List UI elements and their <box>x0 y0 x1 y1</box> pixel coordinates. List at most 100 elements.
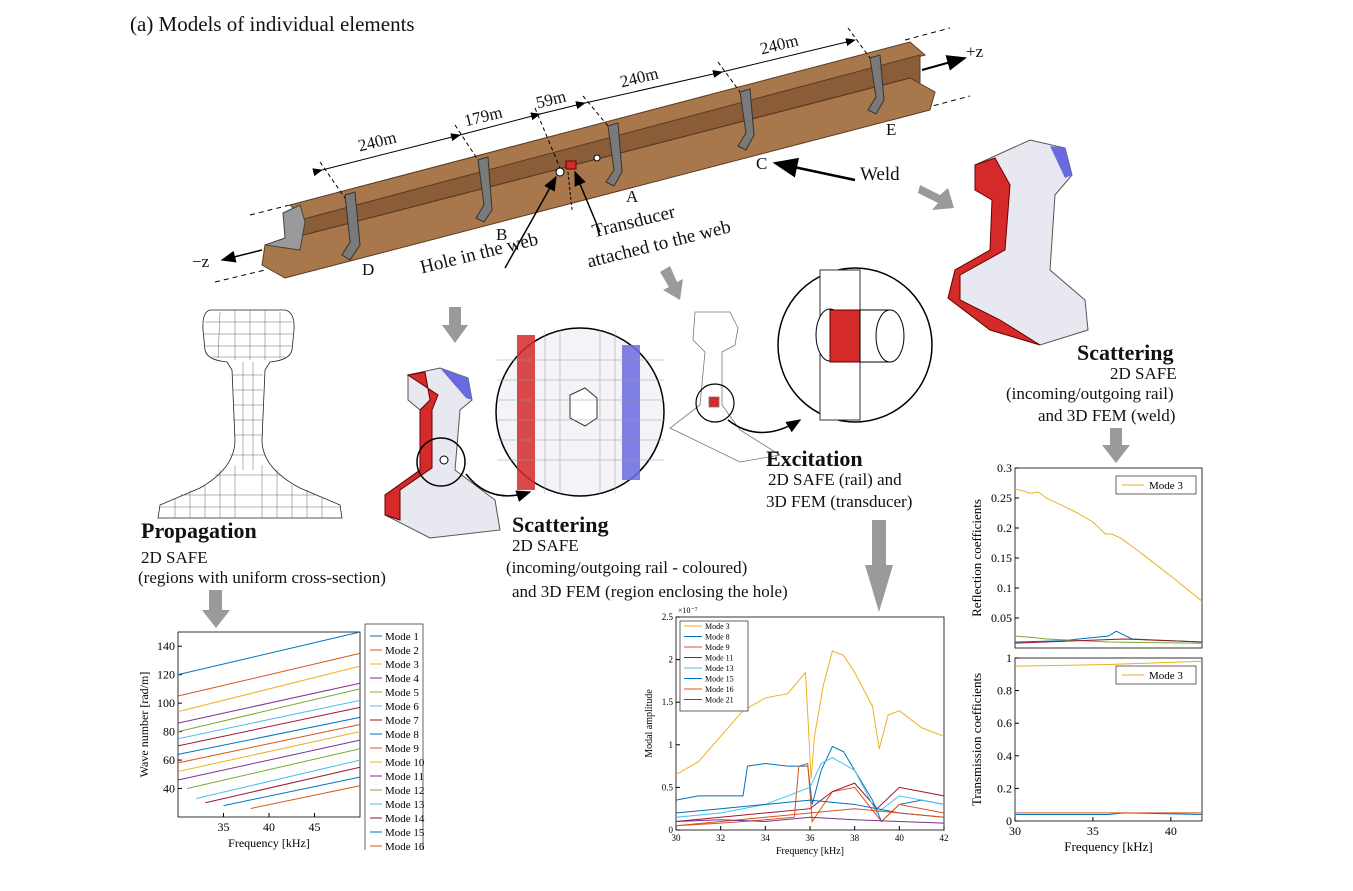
x-axis-label: Frequency [kHz] <box>228 836 310 850</box>
scattering-hole-line3: and 3D FEM (region enclosing the hole) <box>512 582 788 601</box>
series-line <box>178 699 360 740</box>
y-tick-label: 0.4 <box>997 749 1012 763</box>
legend-label: Mode 3 <box>705 622 730 631</box>
weld-a <box>605 122 623 187</box>
y-tick-label: 0.1 <box>997 581 1012 595</box>
dispersion-chart: 35 40 45 40 60 80 100 120 140 Frequency [kHz] Wave… <box>137 623 425 850</box>
y-tick-label: 0.15 <box>991 551 1012 565</box>
legend-box <box>679 620 749 712</box>
y-axis-label: Wave number [rad/m] <box>137 672 151 778</box>
arrow-transducer <box>660 266 683 300</box>
plot-area <box>1014 657 1203 822</box>
series-line <box>178 682 360 724</box>
x-tick-label: 40 <box>895 833 905 843</box>
excitation-line2: 3D FEM (transducer) <box>766 492 913 511</box>
series-line <box>676 782 944 822</box>
series-line <box>1015 660 1202 667</box>
y-tick-label: 0.3 <box>997 461 1012 475</box>
y-tick-label: 0 <box>1006 814 1012 828</box>
legend-label: Mode 9 <box>705 643 730 652</box>
reflection-chart: 0.05 0.1 0.15 0.2 0.25 0.3 Reflection coeffici… <box>969 461 1203 649</box>
propagation-title: Propagation <box>141 518 257 543</box>
series-line <box>178 652 360 697</box>
y-tick-label: 100 <box>157 696 175 710</box>
series-line <box>676 757 944 818</box>
legend-label: Mode 12 <box>385 785 424 797</box>
axis-plus-z: +z <box>966 42 984 61</box>
y-tick-label: 1.5 <box>662 697 674 707</box>
series-line <box>676 808 944 827</box>
x-tick-label: 34 <box>761 833 771 843</box>
x-tick-label: 45 <box>309 820 321 834</box>
arrow-weld <box>918 185 954 210</box>
legend-label: Mode 21 <box>705 696 734 705</box>
legend-label: Mode 13 <box>385 799 425 811</box>
weld-e <box>867 54 885 115</box>
legend-label: Mode 3 <box>385 659 419 671</box>
y-tick-label: 1 <box>669 740 674 750</box>
legend-label: Mode 16 <box>705 685 734 694</box>
y-axis-label: Modal amplitude <box>644 689 655 758</box>
y-axis-label: Transmission coefficients <box>969 673 984 806</box>
x-tick-label: 36 <box>806 833 816 843</box>
series-line <box>196 759 360 799</box>
arrow-hole <box>442 307 468 343</box>
series-line <box>676 762 944 827</box>
scattering-hole-line1: 2D SAFE <box>512 536 579 555</box>
series-line <box>1015 812 1202 815</box>
modal-amplitude-chart: 30 32 34 36 38 40 42 0 0.5 1 1.5 2 2.5 Frequency [kHz… <box>644 606 949 857</box>
y-tick-label: 0 <box>669 825 674 835</box>
series-line <box>1015 638 1202 644</box>
y-axis-label: Reflection coefficients <box>969 499 984 617</box>
x-tick-label: 30 <box>672 833 682 843</box>
x-tick-label: 32 <box>716 833 725 843</box>
figure-title: (a) Models of individual elements <box>130 12 415 36</box>
series-line <box>676 816 944 824</box>
propagation-line2: (regions with uniform cross-section) <box>138 568 386 587</box>
scattering-hole-line2: (incoming/outgoing rail - coloured) <box>506 558 748 577</box>
y-tick-label: 140 <box>157 639 175 653</box>
y-tick-label: 60 <box>163 753 175 767</box>
legend-box <box>1115 475 1197 495</box>
legend-label: Mode 3 <box>1149 480 1183 492</box>
y-tick-label: 0.2 <box>997 781 1012 795</box>
arrow-excitation <box>865 520 893 612</box>
series-line <box>178 665 360 713</box>
legend-label: Mode 2 <box>385 645 419 657</box>
series-line <box>205 766 360 804</box>
legend-box <box>1115 665 1197 685</box>
series-line <box>186 748 360 790</box>
exponent-label: ×10⁻⁷ <box>678 606 698 615</box>
hole-zoom <box>495 327 665 497</box>
transducer-zoom <box>777 267 933 423</box>
transmission-chart: 30 35 40 0 0.2 0.4 0.6 0.8 1 Frequency [kHz] Trans… <box>969 652 1203 854</box>
legend-label: Mode 11 <box>705 654 733 663</box>
propagation-mesh-lines <box>160 310 340 518</box>
scattering-weld-line3: and 3D FEM (weld) <box>1038 406 1176 425</box>
weld-d <box>341 191 361 261</box>
y-tick-label: 1 <box>1006 652 1012 665</box>
propagation-mesh <box>157 309 343 519</box>
x-tick-label: 40 <box>263 820 275 834</box>
y-tick-label: 0.6 <box>997 716 1012 730</box>
y-tick-label: 120 <box>157 668 175 682</box>
y-tick-label: 0.8 <box>997 684 1012 698</box>
weld-rail-model <box>947 139 1089 346</box>
legend-label: Mode 13 <box>705 664 734 673</box>
y-tick-label: 0.05 <box>991 611 1012 625</box>
arrow-weld-scatter <box>1102 428 1130 463</box>
legend-label: Mode 6 <box>385 701 419 713</box>
propagation-line1: 2D SAFE <box>141 548 208 567</box>
x-tick-label: 35 <box>218 820 230 834</box>
point-a: A <box>626 187 639 206</box>
series-line <box>178 724 360 764</box>
legend-label: Mode 15 <box>385 827 425 839</box>
series-line <box>178 632 360 676</box>
y-tick-label: 80 <box>163 725 175 739</box>
legend-label: Mode 16 <box>385 841 425 850</box>
x-tick-label: 30 <box>1009 824 1021 838</box>
point-b: B <box>496 225 508 244</box>
x-tick-label: 40 <box>1165 824 1177 838</box>
series-line <box>223 776 360 807</box>
legend-label: Mode 9 <box>385 743 419 755</box>
